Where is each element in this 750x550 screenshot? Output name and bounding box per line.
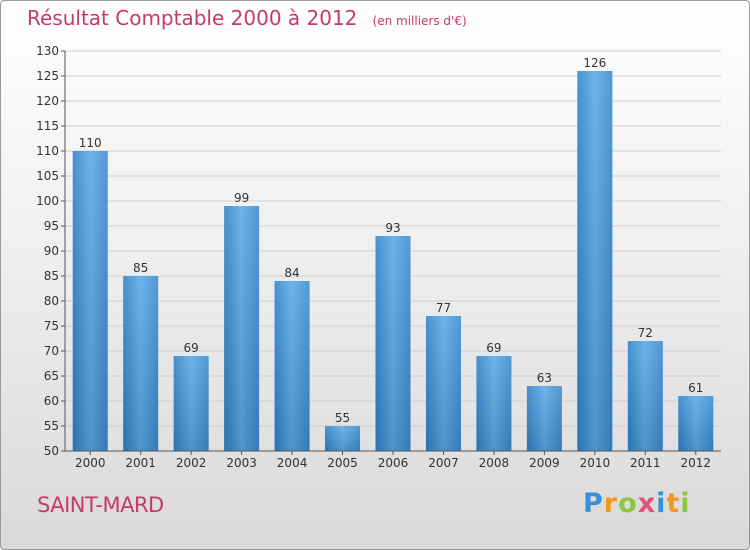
data-label: 126: [583, 56, 606, 70]
x-tick-label: 2006: [378, 456, 409, 470]
y-tick-label: 85: [44, 269, 59, 283]
bar-shade: [375, 236, 411, 451]
logo-letter: r: [603, 488, 619, 519]
bar-shade: [577, 71, 613, 451]
y-tick-label: 80: [44, 294, 59, 308]
bar-shade: [173, 356, 209, 451]
axes: 50 55 60 65 70 75 80 85 90 95 100 105 110 115 120 125 13…: [36, 44, 721, 470]
bar-shade: [425, 316, 461, 451]
data-label: 99: [234, 191, 249, 205]
data-label: 93: [385, 221, 400, 235]
y-tick-label: 95: [44, 219, 59, 233]
y-tick-label: 125: [36, 69, 59, 83]
logo-letter: P: [583, 488, 604, 519]
y-tick-label: 105: [36, 169, 59, 183]
x-tick-label: 2008: [479, 456, 510, 470]
logo-letter: i: [656, 488, 667, 519]
logo-letter: i: [680, 488, 691, 519]
y-tick-label: 100: [36, 194, 59, 208]
x-tick-label: 2002: [176, 456, 207, 470]
chart-title: Résultat Comptable 2000 à 2012: [27, 6, 358, 30]
bar-shade: [627, 341, 663, 451]
y-tick-label: 115: [36, 119, 59, 133]
logo-letter: t: [666, 488, 681, 519]
commune-name: SAINT-MARD: [37, 493, 164, 517]
y-tick-label: 65: [44, 369, 59, 383]
x-tick-label: 2011: [630, 456, 661, 470]
data-label: 85: [133, 261, 148, 275]
data-label: 61: [688, 381, 703, 395]
bar-shade: [123, 276, 159, 451]
data-label: 69: [486, 341, 501, 355]
data-label: 84: [284, 266, 299, 280]
bars: 110 85 69 99 84 55 93 77 69 63 126 72 61: [72, 56, 714, 451]
y-tick-label: 90: [44, 244, 59, 258]
bar-shade: [526, 386, 562, 451]
chart-unit: (en milliers d'€): [372, 14, 467, 28]
y-tick-label: 75: [44, 319, 59, 333]
x-tick-label: 2005: [327, 456, 358, 470]
data-label: 55: [335, 411, 350, 425]
logo-letter: o: [618, 488, 638, 519]
x-tick-label: 2012: [680, 456, 711, 470]
x-tick-label: 2003: [226, 456, 257, 470]
x-tick-label: 2004: [277, 456, 308, 470]
chart-header: Résultat Comptable 2000 à 2012 (en milli…: [27, 6, 467, 30]
x-tick-label: 2010: [580, 456, 611, 470]
data-label: 110: [79, 136, 102, 150]
x-tick-label: 2007: [428, 456, 459, 470]
bar-shade: [274, 281, 310, 451]
bar-shade: [476, 356, 512, 451]
data-label: 72: [638, 326, 653, 340]
proxiti-logo[interactable]: Proxiti: [583, 488, 691, 519]
bar-shade: [678, 396, 714, 451]
x-tick-label: 2000: [75, 456, 106, 470]
y-tick-label: 60: [44, 394, 59, 408]
bar-shade: [72, 151, 108, 451]
data-label: 69: [184, 341, 199, 355]
x-tick-label: 2001: [125, 456, 156, 470]
x-tick-label: 2009: [529, 456, 560, 470]
y-tick-label: 110: [36, 144, 59, 158]
y-tick-label: 55: [44, 419, 59, 433]
data-label: 63: [537, 371, 552, 385]
data-label: 77: [436, 301, 451, 315]
bar-shade: [224, 206, 260, 451]
y-tick-label: 50: [44, 444, 59, 458]
logo-letter: x: [637, 488, 657, 519]
y-tick-label: 70: [44, 344, 59, 358]
y-tick-label: 120: [36, 94, 59, 108]
y-tick-label: 130: [36, 44, 59, 58]
bar-shade: [325, 426, 361, 451]
